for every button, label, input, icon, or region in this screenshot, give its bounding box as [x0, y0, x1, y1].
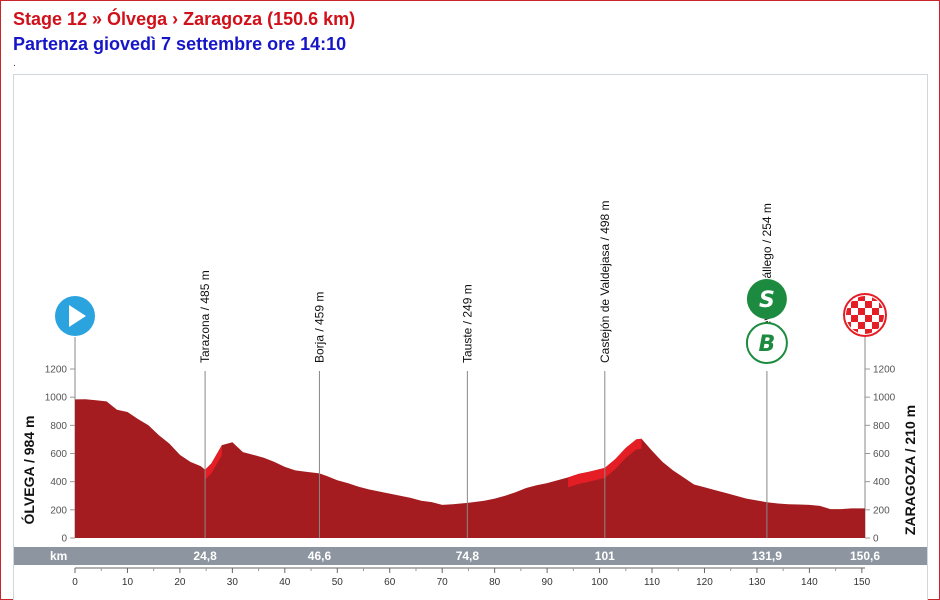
bonus-letter: B: [759, 332, 776, 357]
x-tick-label: 90: [542, 577, 554, 588]
x-tick-label: 80: [489, 577, 501, 588]
checker-square: [858, 296, 865, 301]
stage-title: Stage 12 » Ólvega › Zaragoza (150.6 km): [13, 9, 356, 29]
y-tick-label-left: 800: [50, 421, 67, 432]
km-bar: [14, 547, 927, 565]
checker-square: [865, 329, 872, 334]
sprint-circle: [746, 279, 787, 319]
checker-square: [858, 308, 865, 315]
checker-square: [858, 322, 865, 329]
x-tick-label: 120: [696, 577, 713, 588]
bonus-seconds-icon: B: [745, 322, 788, 364]
elevation-area: [75, 399, 865, 538]
y-tick-label-right: 600: [873, 449, 890, 460]
x-tick-label: 60: [384, 577, 396, 588]
km-bar-label: km: [50, 549, 67, 563]
waypoint-km-label: 46,6: [308, 549, 332, 563]
finish-town-label: ZARAGOZA / 210 m: [902, 405, 918, 535]
checker-square: [851, 301, 858, 308]
start-icon: [55, 296, 95, 336]
climb-highlight: [205, 445, 222, 480]
waypoint-km-label: 24,8: [193, 549, 217, 563]
y-tick-label-left: 1200: [45, 365, 68, 376]
waypoint-label: Tauste / 249 m: [460, 284, 474, 363]
checker-square: [865, 301, 872, 308]
waypoint-label: Borja / 459 m: [312, 292, 326, 363]
profile-panel: 0 0 200 200 400 400 600 600 800 800 1000 1000 1200 12…: [13, 74, 928, 600]
waypoint-km-label: 74,8: [456, 549, 480, 563]
checker-square: [872, 308, 879, 315]
x-tick-label: 0: [72, 577, 78, 588]
start-town-label: ÓLVEGA / 984 m: [20, 416, 37, 525]
checker-square: [879, 315, 884, 322]
sprint-letter: S: [759, 288, 775, 313]
y-tick-label-left: 400: [50, 477, 67, 488]
y-tick-label-left: 0: [61, 534, 67, 545]
waypoint-label: Tarazona / 485 m: [198, 270, 212, 363]
intermediate-sprint-icon: S: [746, 279, 787, 319]
y-tick-label-right: 1000: [873, 393, 896, 404]
y-tick-label-right: 400: [873, 477, 890, 488]
y-tick-label-left: 1000: [45, 393, 68, 404]
y-tick-label-right: 0: [873, 534, 879, 545]
start-time-subtitle: Partenza giovedì 7 settembre ore 14:10: [13, 34, 347, 54]
y-tick-label-left: 200: [50, 505, 67, 516]
checker-square: [846, 308, 851, 315]
bonus-circle: [745, 322, 788, 364]
play-shape: [69, 305, 86, 327]
waypoint-km-label: 131,9: [752, 549, 782, 563]
x-tick-label: 40: [279, 577, 291, 588]
y-tick-label-right: 1200: [873, 365, 896, 376]
x-tick-label: 110: [644, 577, 660, 588]
waypoint-km-label: 101: [595, 549, 615, 563]
x-tick-label: 130: [749, 577, 766, 588]
waypoint-km-label: 150,6: [850, 549, 880, 563]
x-tick-label: 100: [591, 577, 608, 588]
x-tick-label: 140: [801, 577, 818, 588]
x-tick-label: 30: [227, 577, 239, 588]
x-tick-label: 70: [437, 577, 449, 588]
x-tick-label: 10: [122, 577, 134, 588]
y-tick-label-right: 200: [873, 505, 890, 516]
x-tick-label: 150: [854, 577, 871, 588]
checker-square: [865, 315, 872, 322]
y-tick-label-left: 600: [50, 449, 67, 460]
climb-highlight: [568, 438, 642, 488]
y-tick-label-right: 800: [873, 421, 890, 432]
waypoint-label: Castejón de Valdejasa / 498 m: [598, 200, 612, 363]
x-tick-label: 50: [332, 577, 344, 588]
x-tick-label: 20: [174, 577, 186, 588]
finish-flag-icon: [843, 293, 887, 337]
dot-marker: .: [13, 58, 16, 69]
checker-square: [851, 315, 858, 322]
checker-square: [872, 322, 879, 329]
